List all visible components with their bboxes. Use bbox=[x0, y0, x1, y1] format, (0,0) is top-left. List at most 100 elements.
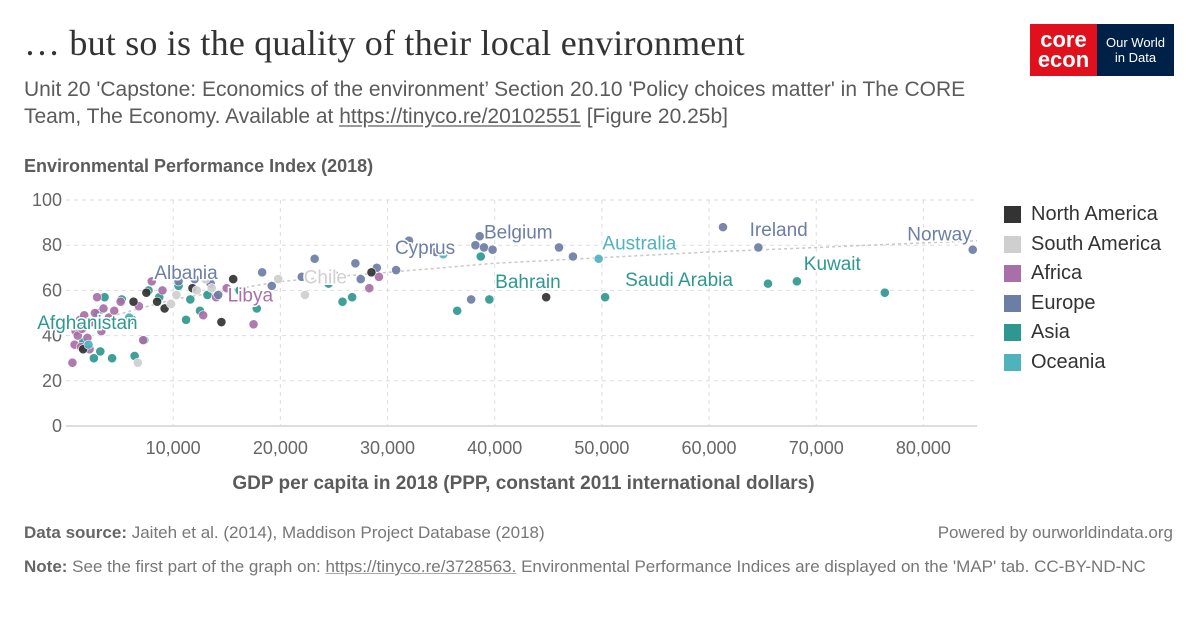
data-point bbox=[98, 303, 109, 314]
data-point bbox=[206, 283, 217, 294]
legend-label: Asia bbox=[1031, 321, 1070, 344]
x-tick-label: 60,000 bbox=[682, 438, 737, 458]
x-tick-label: 70,000 bbox=[789, 438, 844, 458]
legend-label: Oceania bbox=[1031, 350, 1106, 373]
data-point bbox=[96, 326, 107, 336]
data-point bbox=[452, 305, 463, 316]
legend-item[interactable]: Europe bbox=[1004, 289, 1161, 319]
data-point bbox=[92, 292, 102, 303]
data-point bbox=[879, 287, 890, 298]
data-point bbox=[103, 312, 114, 323]
legend-swatch bbox=[1004, 324, 1021, 342]
data-point bbox=[67, 357, 78, 368]
data-point bbox=[181, 314, 191, 325]
data-point bbox=[128, 296, 139, 307]
x-tick-label: 50,000 bbox=[574, 438, 629, 458]
data-point bbox=[273, 274, 284, 284]
data-point bbox=[792, 276, 802, 287]
note-label: Note: bbox=[24, 557, 68, 576]
data-point bbox=[350, 258, 361, 269]
country-label: Bahrain bbox=[495, 272, 561, 293]
legend: North America South America Africa Europe As… bbox=[1004, 200, 1161, 377]
data-point bbox=[323, 278, 334, 289]
data-point bbox=[554, 242, 564, 253]
data-point bbox=[763, 278, 773, 289]
country-label: Ireland bbox=[750, 220, 808, 241]
data-point bbox=[347, 292, 358, 303]
data-point bbox=[374, 271, 384, 282]
data-point bbox=[391, 265, 402, 275]
data-point bbox=[107, 353, 117, 364]
source-text: Jaiteh et al. (2014), Maddison Project D… bbox=[126, 523, 545, 542]
core-logo-line1: core bbox=[1040, 27, 1087, 52]
legend-item[interactable]: Africa bbox=[1004, 259, 1161, 289]
data-point bbox=[216, 317, 227, 327]
data-point bbox=[146, 276, 157, 287]
data-point bbox=[138, 335, 149, 346]
data-point bbox=[366, 267, 377, 278]
source-label: Data source: bbox=[24, 523, 127, 542]
data-point bbox=[77, 323, 87, 334]
data-point bbox=[157, 285, 168, 296]
grid-lines bbox=[66, 199, 977, 427]
data-point bbox=[266, 280, 277, 291]
data-point bbox=[593, 253, 604, 264]
powered-by[interactable]: Powered by ourworldindata.org bbox=[937, 523, 1173, 542]
data-point bbox=[251, 303, 262, 314]
legend-swatch bbox=[1004, 265, 1021, 283]
y-axis-label: Environmental Performance Index (2018) bbox=[24, 156, 374, 176]
note-text-end: Environmental Performance Indices are di… bbox=[516, 557, 1146, 576]
core-econ-logo[interactable]: core econ bbox=[1030, 24, 1097, 76]
country-label: Cyprus bbox=[395, 238, 455, 259]
data-point bbox=[88, 353, 99, 364]
owid-logo-line1: Our World bbox=[1106, 35, 1165, 50]
subtitle-link[interactable]: https://tinyco.re/20102551 bbox=[339, 105, 581, 128]
country-label: Australia bbox=[602, 234, 676, 255]
data-point bbox=[337, 296, 348, 307]
data-point bbox=[198, 310, 209, 321]
country-label: Albania bbox=[154, 263, 218, 284]
y-tick-label: 40 bbox=[42, 326, 62, 346]
logos: core econ Our World in Data bbox=[1030, 24, 1174, 76]
legend-item[interactable]: South America bbox=[1004, 230, 1161, 260]
country-label: Afghanistan bbox=[37, 313, 137, 334]
data-point bbox=[470, 240, 481, 251]
data-point bbox=[487, 244, 498, 255]
data-point bbox=[185, 294, 196, 305]
legend-swatch bbox=[1004, 235, 1021, 253]
data-point bbox=[248, 319, 259, 330]
country-label: Libya bbox=[228, 286, 274, 307]
data-point bbox=[213, 290, 224, 300]
legend-swatch bbox=[1004, 353, 1021, 371]
data-point bbox=[141, 287, 152, 298]
legend-swatch bbox=[1004, 294, 1021, 312]
chart-subtitle: Unit 20 'Capstone: Economics of the envi… bbox=[24, 76, 984, 130]
data-point bbox=[95, 346, 106, 357]
y-tick-label: 20 bbox=[42, 371, 62, 391]
note-link[interactable]: https://tinyco.re/3728563. bbox=[325, 557, 517, 576]
data-point bbox=[228, 274, 239, 284]
data-point bbox=[484, 294, 495, 305]
country-label: Norway bbox=[907, 225, 972, 246]
legend-item[interactable]: North America bbox=[1004, 200, 1161, 230]
data-point bbox=[474, 231, 485, 242]
data-point bbox=[124, 312, 135, 323]
owid-logo[interactable]: Our World in Data bbox=[1097, 24, 1174, 76]
y-tick-label: 0 bbox=[52, 416, 62, 436]
data-point bbox=[364, 283, 375, 294]
data-point bbox=[967, 244, 978, 255]
data-point bbox=[115, 296, 126, 307]
data-point bbox=[296, 271, 307, 282]
legend-item[interactable]: Asia bbox=[1004, 318, 1161, 348]
subtitle-figure-ref: [Figure 20.25b] bbox=[580, 105, 728, 128]
data-point bbox=[479, 242, 489, 253]
y-tick-label: 100 bbox=[32, 190, 62, 210]
data-point bbox=[152, 296, 162, 307]
country-labels: Afghanistan Albania Libya Chile Cyprus Belgiu… bbox=[36, 219, 974, 336]
data-point bbox=[329, 269, 339, 280]
legend-label: Europe bbox=[1031, 291, 1096, 314]
note: Note: See the first part of the graph on… bbox=[24, 555, 1174, 579]
data-point bbox=[166, 299, 176, 309]
legend-item[interactable]: Oceania bbox=[1004, 348, 1161, 378]
